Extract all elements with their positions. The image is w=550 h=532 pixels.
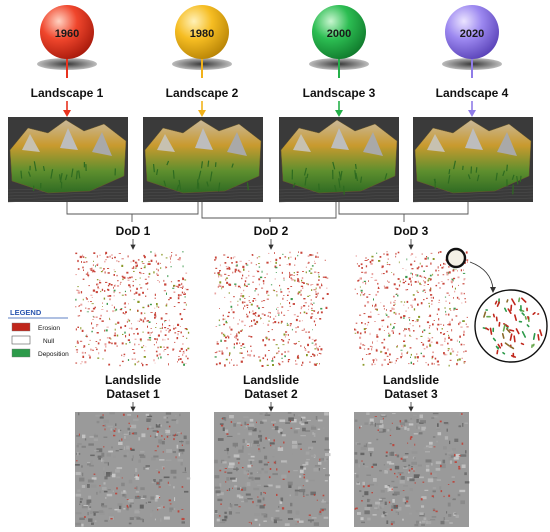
legend-label-erosion: Erosion (38, 325, 60, 332)
landslide-subtitle-3: Dataset 3 (384, 387, 438, 401)
landslide-map-2 (214, 412, 331, 527)
connector-lines (66, 202, 469, 222)
landslide-title-2: Landslide (243, 373, 299, 387)
legend: LEGEND Erosion Null Deposition (8, 308, 69, 358)
landscape-label-2: Landscape 2 (166, 86, 239, 100)
landslide-title-3: Landslide (383, 373, 439, 387)
dod-map-1 (75, 251, 190, 367)
arrow-icon (63, 101, 71, 117)
arrow-icon (468, 101, 476, 117)
legend-label-null: Null (43, 338, 55, 345)
year-label: 2020 (460, 28, 484, 40)
landscape-label-4: Landscape 4 (436, 86, 509, 100)
landslide-map-3 (354, 412, 470, 527)
dod-label-1: DoD 1 (116, 224, 151, 238)
landslide-subtitle-1: Dataset 1 (106, 387, 160, 401)
legend-label-deposition: Deposition (38, 351, 69, 358)
legend-swatch-deposition (11, 348, 31, 358)
legend-swatch-null (11, 335, 31, 345)
arrow-icon (335, 101, 343, 117)
landscape-image-2 (142, 117, 264, 203)
landslide-map-1 (75, 412, 191, 527)
year-label: 1980 (190, 28, 214, 40)
landscape-label-1: Landscape 1 (31, 86, 104, 100)
timeline-marker-1960: 1960 (37, 5, 97, 78)
arrow-icon (198, 101, 206, 117)
timeline-marker-2020: 2020 (442, 5, 502, 78)
landscape-image-1 (7, 117, 129, 203)
year-label: 2000 (327, 28, 351, 40)
timeline-marker-2000: 2000 (309, 5, 369, 78)
zoom-inset (445, 247, 548, 363)
dataset-arrows (130, 402, 414, 412)
landscape-image-3 (278, 117, 400, 203)
dod-map-3 (354, 251, 469, 367)
landslide-title-1: Landslide (105, 373, 161, 387)
landscape-arrows (63, 101, 476, 117)
landslide-subtitle-2: Dataset 2 (244, 387, 298, 401)
landscape-label-3: Landscape 3 (303, 86, 376, 100)
dod-label-2: DoD 2 (254, 224, 289, 238)
year-label: 1960 (55, 28, 79, 40)
legend-swatch-erosion (11, 322, 31, 332)
dod-label-3: DoD 3 (394, 224, 429, 238)
landscape-image-4 (412, 117, 534, 203)
dod-arrows (130, 239, 414, 250)
dod-map-2 (214, 251, 329, 367)
legend-title: LEGEND (10, 308, 42, 317)
timeline-marker-1980: 1980 (172, 5, 232, 78)
